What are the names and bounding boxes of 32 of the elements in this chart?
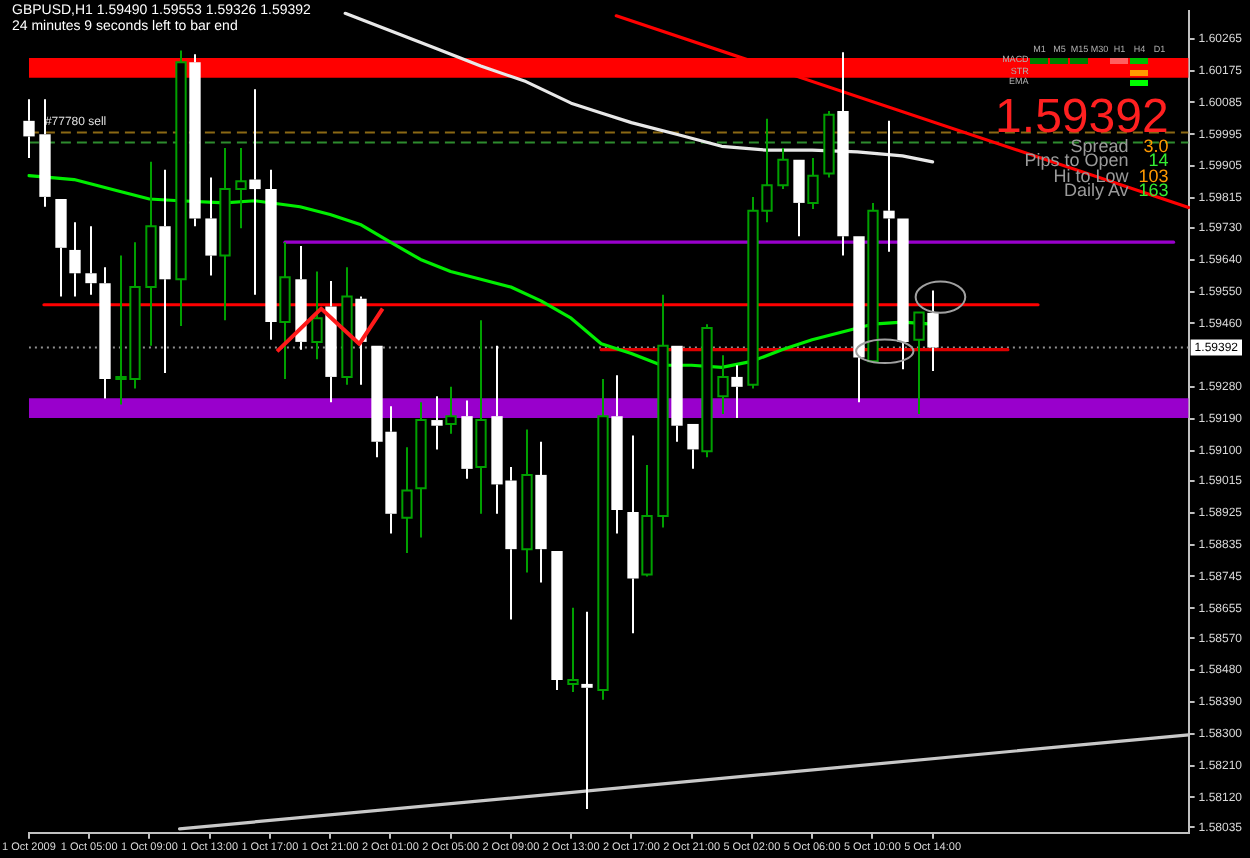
candlestick [85, 225, 97, 296]
candlestick [535, 440, 547, 584]
candlestick [23, 98, 35, 159]
candlestick [159, 168, 171, 375]
candlestick [627, 434, 639, 635]
annotation: 103 [1136, 165, 1169, 186]
candlestick [897, 218, 909, 371]
candlestick [837, 51, 849, 257]
candlestick [883, 119, 895, 253]
annotation: 14 [1148, 150, 1169, 171]
candlestick [431, 395, 443, 451]
candlestick [295, 245, 307, 351]
candlestick [611, 374, 623, 535]
candlestick [581, 610, 593, 811]
annotation: Daily Av [1063, 180, 1129, 201]
candlestick [189, 53, 201, 228]
candlestick [205, 176, 217, 277]
candlestick [265, 168, 277, 341]
candlestick [853, 236, 865, 404]
candlestick [355, 295, 367, 386]
candlestick [325, 280, 337, 404]
candlestick [731, 364, 743, 419]
candlestick [55, 199, 67, 298]
candlestick [461, 399, 473, 480]
candlestick [671, 345, 683, 443]
candlestick [69, 221, 81, 298]
candlestick [927, 289, 939, 372]
candlestick [793, 159, 805, 238]
annotation: 3.0 [1141, 135, 1169, 156]
candlestick [551, 550, 563, 691]
candlestick [249, 88, 261, 296]
candlestick [99, 266, 111, 400]
